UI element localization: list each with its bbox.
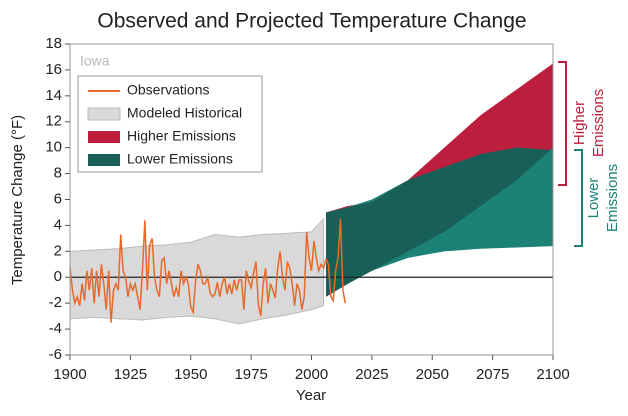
legend-swatch	[88, 154, 120, 166]
band-overlap	[325, 147, 553, 297]
observation-line	[69, 218, 347, 323]
side-label-line: Emissions	[590, 89, 607, 157]
chart-title: Observed and Projected Temperature Chang…	[97, 10, 526, 33]
y-tick-label: 18	[45, 35, 62, 52]
y-tick-label: 0	[54, 268, 62, 285]
side-label-line: Emissions	[604, 164, 621, 232]
y-tick-label: -6	[49, 346, 62, 363]
y-tick-label: 2	[54, 242, 62, 259]
legend-label: Higher Emissions	[127, 128, 236, 144]
y-tick-label: -2	[49, 294, 62, 311]
legend-label: Observations	[127, 82, 209, 98]
legend-label: Modeled Historical	[127, 105, 242, 121]
legend-swatch	[87, 107, 121, 121]
x-tick-label: 2000	[295, 366, 328, 383]
x-axis-label: Year	[296, 387, 326, 404]
region-label: Iowa	[80, 53, 110, 69]
bracket	[558, 61, 567, 186]
y-tick-label: 8	[54, 165, 62, 182]
legend-swatch	[88, 131, 120, 143]
side-label-line: Lower	[585, 178, 602, 219]
legend-label: Lower Emissions	[127, 151, 233, 167]
y-tick-label: 4	[54, 216, 62, 233]
side-label: Lower Emissions	[585, 164, 621, 232]
y-tick-label: 16	[45, 61, 62, 78]
side-label-line: Higher	[571, 101, 588, 145]
y-tick-label: 12	[45, 113, 62, 130]
x-tick-label: 1900	[53, 366, 86, 383]
y-tick-label: 10	[45, 139, 62, 156]
y-tick-label: 6	[54, 190, 62, 207]
y-tick-label: -4	[49, 320, 62, 337]
x-tick-label: 1925	[114, 366, 147, 383]
x-tick-label: 2100	[536, 366, 569, 383]
x-tick-label: 2025	[355, 366, 388, 383]
x-tick-label: 1975	[234, 366, 267, 383]
side-label: Higher Emissions	[571, 89, 607, 157]
bracket	[574, 149, 583, 247]
y-tick-label: 14	[45, 87, 62, 104]
x-tick-label: 1950	[174, 366, 207, 383]
y-axis-label: Temperature Change (°F)	[9, 115, 26, 285]
x-tick-label: 2050	[416, 366, 449, 383]
x-tick-label: 2075	[476, 366, 509, 383]
